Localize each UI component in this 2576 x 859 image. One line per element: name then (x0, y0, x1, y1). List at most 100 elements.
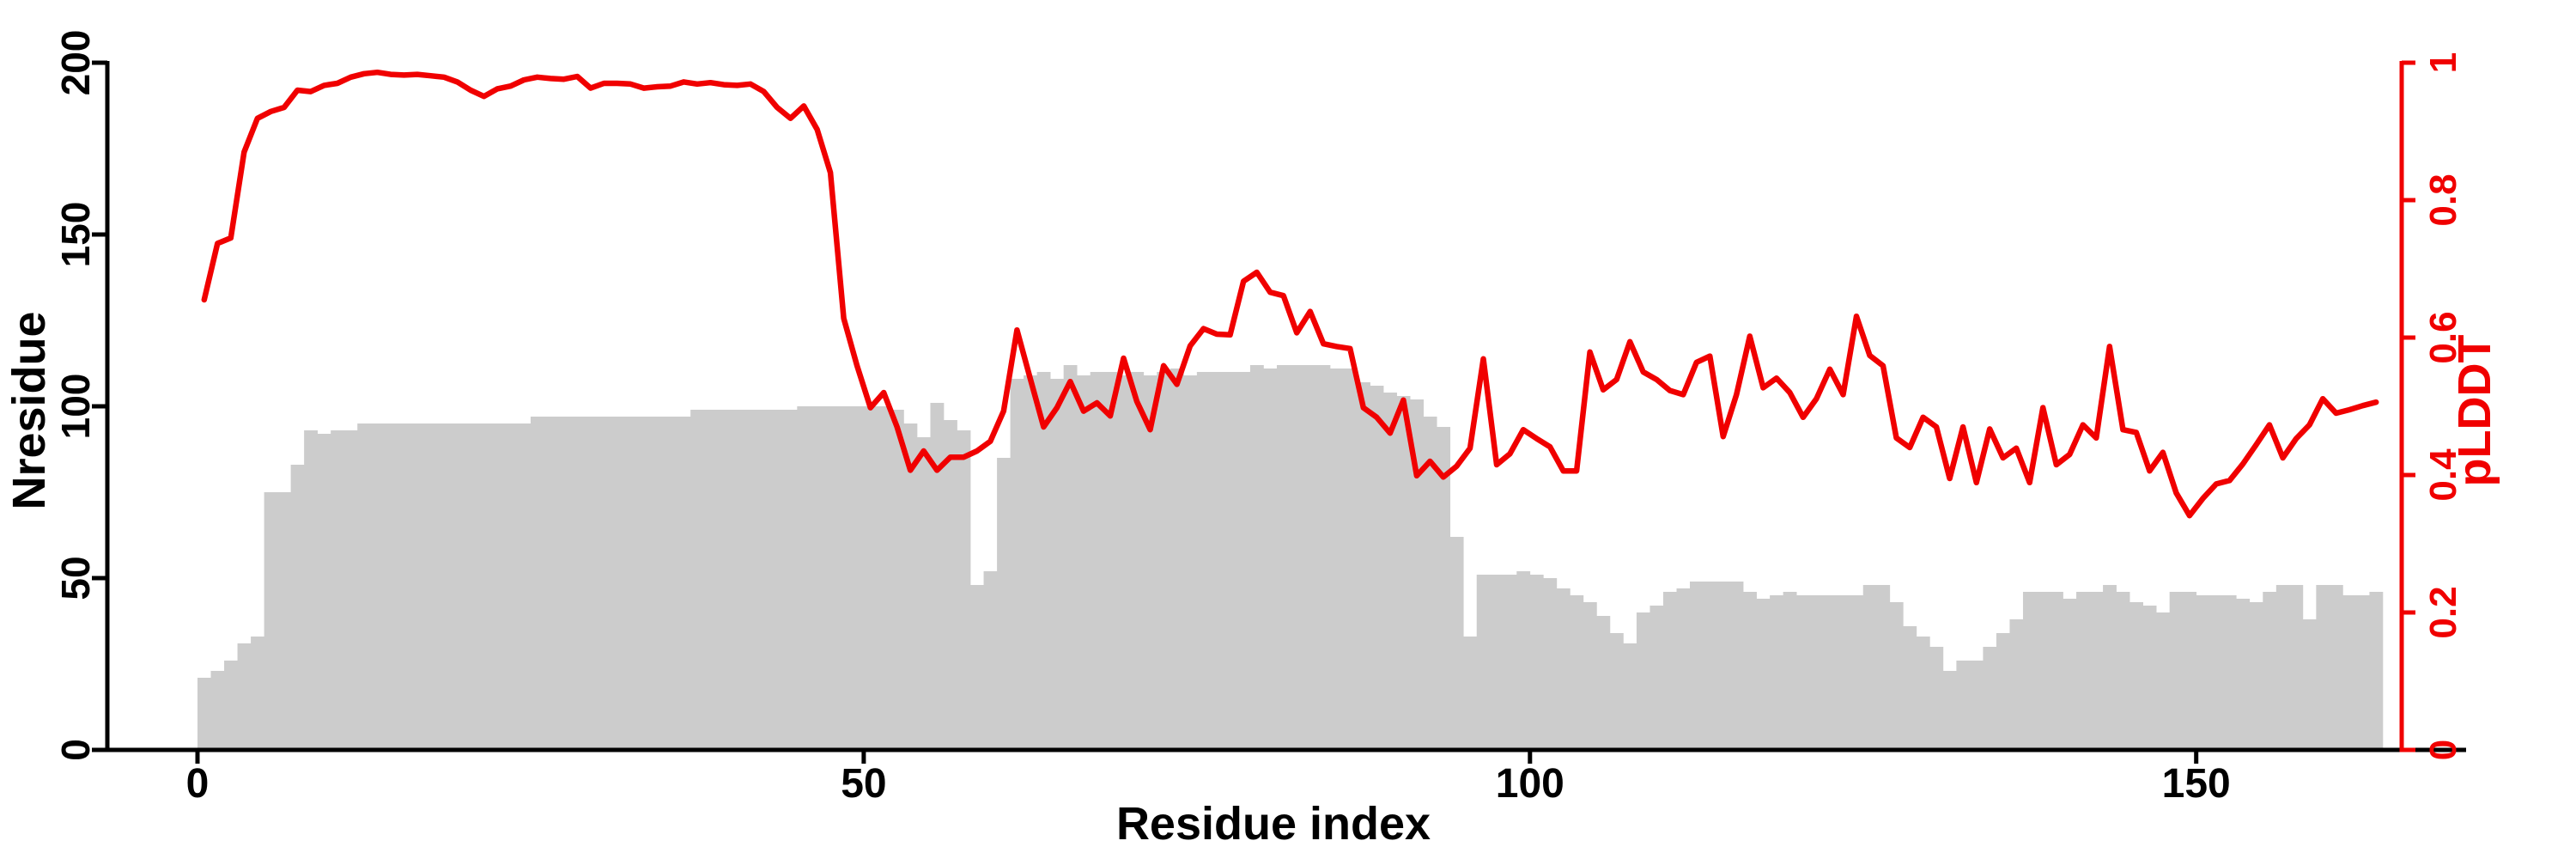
right-axis-tick-label: 0.4 (2422, 448, 2464, 502)
nresidue-bar (1449, 537, 1464, 750)
nresidue-bar (1516, 571, 1531, 750)
nresidue-bar (1676, 588, 1691, 750)
nresidue-bar (877, 406, 891, 750)
nresidue-bar (1263, 369, 1278, 750)
nresidue-bar (1876, 585, 1891, 750)
nresidue-bar (611, 417, 624, 750)
nresidue-bar (2116, 592, 2130, 750)
nresidue-bar (1529, 575, 1544, 750)
left-axis: 0 50 100 150 200 (53, 30, 110, 761)
nresidue-bar (477, 423, 491, 750)
nresidue-bar (544, 417, 558, 750)
nresidue-bar (556, 417, 571, 750)
nresidue-bar (2103, 585, 2117, 750)
nresidue-bar (530, 417, 544, 750)
nresidue-bar (1357, 382, 1370, 750)
nresidue-bar (1836, 595, 1850, 750)
right-axis-tick-label: 0 (2422, 740, 2464, 760)
nresidue-bar (423, 423, 438, 750)
nresidue-bar (1636, 612, 1650, 750)
nresidue-bar (2289, 585, 2304, 750)
nresidue-bar (944, 420, 957, 750)
nresidue-bar (1543, 578, 1558, 750)
nresidue-bar (1476, 575, 1491, 750)
nresidue-bar (703, 410, 718, 750)
nresidue-bar (490, 423, 505, 750)
nresidue-bar (836, 406, 851, 750)
x-axis-tick-label: 50 (841, 761, 886, 807)
nresidue-bar (304, 430, 319, 750)
nresidue-bar (1862, 585, 1877, 750)
nresidue-bar (1249, 365, 1264, 750)
nresidue-bar (1649, 606, 1664, 750)
nresidue-bar (1583, 602, 1597, 750)
nresidue-bar (1024, 375, 1037, 750)
nresidue-bar (1796, 595, 1811, 750)
nresidue-bar (903, 423, 918, 750)
nresidue-bar (264, 492, 278, 750)
plddt-line-series (201, 69, 2379, 519)
nresidue-bar (1770, 595, 1783, 750)
nresidue-bar (756, 410, 771, 750)
nresidue-bar (1170, 369, 1184, 750)
nresidue-bar (1503, 575, 1517, 750)
plddt-polyline (201, 69, 2379, 519)
nresidue-bar (450, 423, 465, 750)
nresidue-bar (2209, 595, 2224, 750)
nresidue-bar (1050, 379, 1065, 750)
nresidue-bar (1077, 375, 1091, 750)
nresidue-bar (370, 423, 385, 750)
nresidue-bar (1090, 372, 1104, 750)
right-axis-tick-label: 0.2 (2422, 586, 2464, 638)
x-axis-tick-label: 0 (186, 761, 210, 807)
nresidue-bar (1929, 647, 1944, 750)
nresidue-bar (1143, 375, 1157, 750)
nresidue-bar (650, 417, 665, 750)
nresidue-bar (2022, 592, 2037, 750)
nresidue-bar (1290, 365, 1304, 750)
nresidue-bar (1330, 369, 1344, 750)
nresidue-bar (2342, 595, 2357, 750)
right-axis-tick-label: 1 (2422, 52, 2464, 73)
nresidue-bar (2369, 592, 2384, 750)
nresidue-bar (664, 417, 677, 750)
nresidue-bar (2355, 595, 2370, 750)
nresidue-bar (397, 423, 411, 750)
nresidue-bar (277, 492, 291, 750)
left-axis-tick-label: 0 (53, 739, 98, 761)
nresidue-bar (1983, 647, 1997, 750)
nresidue-bar (464, 423, 478, 750)
nresidue-bar (2063, 599, 2077, 750)
right-axis: 0 0.2 0.4 0.6 0.8 1 (2399, 52, 2464, 760)
nresidue-bar (744, 410, 758, 750)
nresidue-bar (850, 406, 865, 750)
nresidue-bar (770, 410, 785, 750)
nresidue-bar (2142, 606, 2157, 750)
nresidue-bar (2196, 595, 2210, 750)
nresidue-bar (1716, 582, 1730, 750)
nresidue-bar (1276, 365, 1291, 750)
nresidue-bar (1423, 417, 1437, 750)
nresidue-bar (2236, 599, 2251, 750)
nresidue-bar (2009, 619, 2024, 750)
nresidue-bar (2263, 592, 2277, 750)
nresidue-bar (2183, 592, 2197, 750)
nresidue-bar (1703, 582, 1717, 750)
nresidue-bar (690, 410, 705, 750)
right-axis-tick-label: 0.6 (2422, 311, 2464, 363)
nresidue-bar (2169, 592, 2184, 750)
nresidue-bar (597, 417, 611, 750)
nresidue-bar (637, 417, 651, 750)
nresidue-bar (677, 417, 691, 750)
nresidue-bar (570, 417, 585, 750)
nresidue-bar (717, 410, 732, 750)
nresidue-bar (2156, 612, 2171, 750)
x-axis: 0 50 100 150 (105, 747, 2466, 807)
nresidue-bar (384, 423, 398, 750)
nresidue-bar (1370, 386, 1384, 750)
nresidue-bar (916, 437, 931, 750)
nresidue-bar (730, 410, 744, 750)
right-axis-tick-label: 0.8 (2422, 174, 2464, 226)
